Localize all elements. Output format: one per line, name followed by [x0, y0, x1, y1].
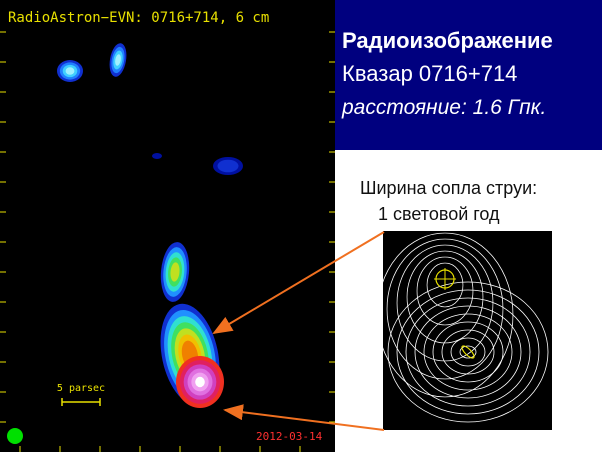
header-distance: расстояние: 1.6 Гпк. [341, 96, 546, 119]
annotation-line: 1 световой год [378, 204, 500, 224]
pointer-arrow [212, 231, 385, 335]
radio-map [57, 43, 243, 408]
header-subtitle: Квазар 0716+714 [342, 61, 517, 86]
inset-contours [377, 233, 549, 423]
contour [450, 337, 486, 367]
core-marker [461, 345, 475, 359]
contour [432, 321, 504, 383]
scale-label: 5 parsec [57, 383, 105, 394]
contour [377, 233, 513, 397]
contour [387, 239, 503, 379]
header-title: Радиоизображение [342, 28, 553, 53]
contour [423, 313, 513, 391]
contour [459, 345, 477, 359]
image-title: RadioAstron−EVN: 0716+714, 6 cm [8, 10, 269, 26]
frame-ticks [0, 31, 335, 452]
contour [407, 251, 483, 343]
contour [441, 329, 495, 375]
contour [427, 263, 463, 307]
intensity-contour [152, 153, 162, 159]
beam [7, 428, 23, 444]
pointer-arrow [223, 404, 385, 431]
contour [417, 257, 473, 325]
date: 2012-03-14 [256, 430, 323, 443]
intensity-contour [115, 54, 121, 66]
intensity-contour [195, 376, 205, 388]
contour [414, 305, 522, 399]
header-box [335, 0, 602, 150]
contour [387, 281, 549, 423]
intensity-contour [217, 159, 239, 173]
contour [405, 297, 531, 407]
radio-image-panel [0, 0, 335, 452]
annotation-line: Ширина сопла струи: [360, 178, 537, 198]
intensity-contour [170, 262, 180, 282]
contour [397, 245, 493, 361]
contour [396, 289, 540, 415]
intensity-contour [65, 67, 75, 75]
